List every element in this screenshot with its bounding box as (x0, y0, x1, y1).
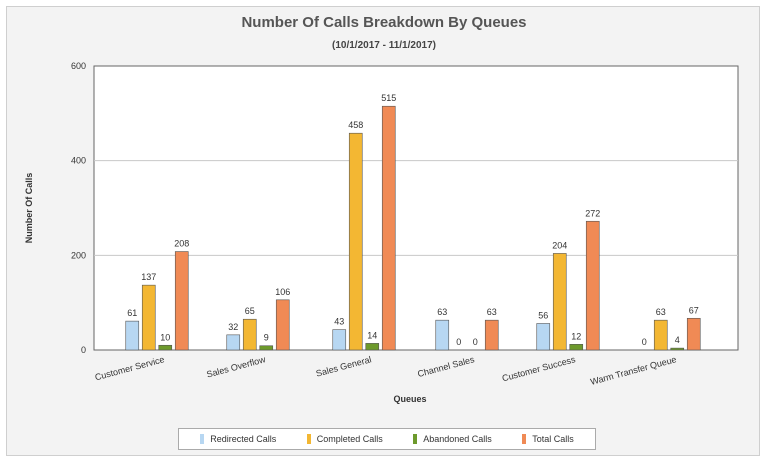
data-label: 56 (538, 310, 548, 320)
bar (585, 220, 600, 351)
bar (381, 105, 396, 351)
chart-subtitle: (10/1/2017 - 11/1/2017) (332, 40, 436, 51)
chart-title: Number Of Calls Breakdown By Queues (241, 14, 527, 31)
bar (226, 334, 241, 351)
data-label: 204 (552, 240, 567, 250)
bar (484, 319, 499, 351)
bar (435, 319, 450, 351)
data-label: 61 (127, 308, 137, 318)
y-tick-label: 400 (71, 156, 86, 166)
data-label: 63 (656, 307, 666, 317)
legend-swatch (200, 434, 205, 444)
bar (158, 344, 173, 351)
bar (686, 317, 701, 351)
bar (670, 347, 685, 351)
data-label: 67 (689, 305, 699, 315)
bar (569, 344, 584, 351)
bar (552, 253, 567, 351)
data-label: 272 (585, 208, 600, 218)
bar (125, 320, 140, 351)
data-label: 458 (348, 120, 363, 130)
legend-swatch (522, 434, 527, 444)
legend-label: Total Calls (532, 434, 574, 444)
bar (653, 319, 668, 351)
data-label: 63 (437, 307, 447, 317)
data-label: 515 (381, 93, 396, 103)
legend-label: Abandoned Calls (423, 434, 492, 444)
data-label: 65 (245, 306, 255, 316)
legend-swatch (306, 434, 311, 444)
data-label: 10 (160, 332, 170, 342)
y-tick-label: 0 (81, 345, 86, 355)
x-tick-label: Sales Overflow (205, 354, 267, 379)
data-label: 0 (456, 337, 461, 347)
data-label: 106 (275, 287, 290, 297)
y-axis-title: Number Of Calls (24, 173, 34, 244)
bar (536, 323, 551, 351)
x-tick-label: Customer Service (94, 354, 166, 382)
bar (242, 318, 257, 351)
x-tick-label: Channel Sales (416, 354, 476, 379)
bar (332, 329, 347, 351)
bar (275, 299, 290, 351)
data-label: 32 (228, 322, 238, 332)
plot-area (93, 65, 739, 351)
bar (259, 345, 274, 351)
data-label: 0 (473, 337, 478, 347)
bar (348, 132, 363, 351)
legend-label: Redirected Calls (210, 434, 277, 444)
data-label: 43 (334, 317, 344, 327)
legend-label: Completed Calls (316, 434, 383, 444)
data-label: 208 (174, 239, 189, 249)
data-label: 9 (264, 333, 269, 343)
data-label: 137 (141, 272, 156, 282)
legend-item: Redirected Calls (200, 434, 276, 444)
x-tick-label: Sales General (315, 354, 373, 378)
x-tick-label: Customer Success (501, 354, 577, 383)
legend-item: Abandoned Calls (413, 434, 492, 444)
y-tick-label: 200 (71, 250, 86, 260)
data-label: 12 (571, 331, 581, 341)
data-label: 63 (487, 307, 497, 317)
data-label: 14 (367, 330, 377, 340)
bar (365, 343, 380, 351)
bar (141, 284, 156, 351)
legend-swatch (413, 434, 418, 444)
legend-item: Total Calls (522, 434, 574, 444)
x-axis-title: Queues (393, 394, 426, 404)
legend-item: Completed Calls (306, 434, 383, 444)
chart-legend: Redirected Calls Completed Calls Abandoned… (178, 428, 596, 450)
y-tick-label: 600 (71, 61, 86, 71)
bar (174, 251, 189, 351)
x-tick-label: Warm Transfer Queue (589, 354, 677, 387)
data-label: 4 (675, 335, 680, 345)
data-label: 0 (642, 337, 647, 347)
